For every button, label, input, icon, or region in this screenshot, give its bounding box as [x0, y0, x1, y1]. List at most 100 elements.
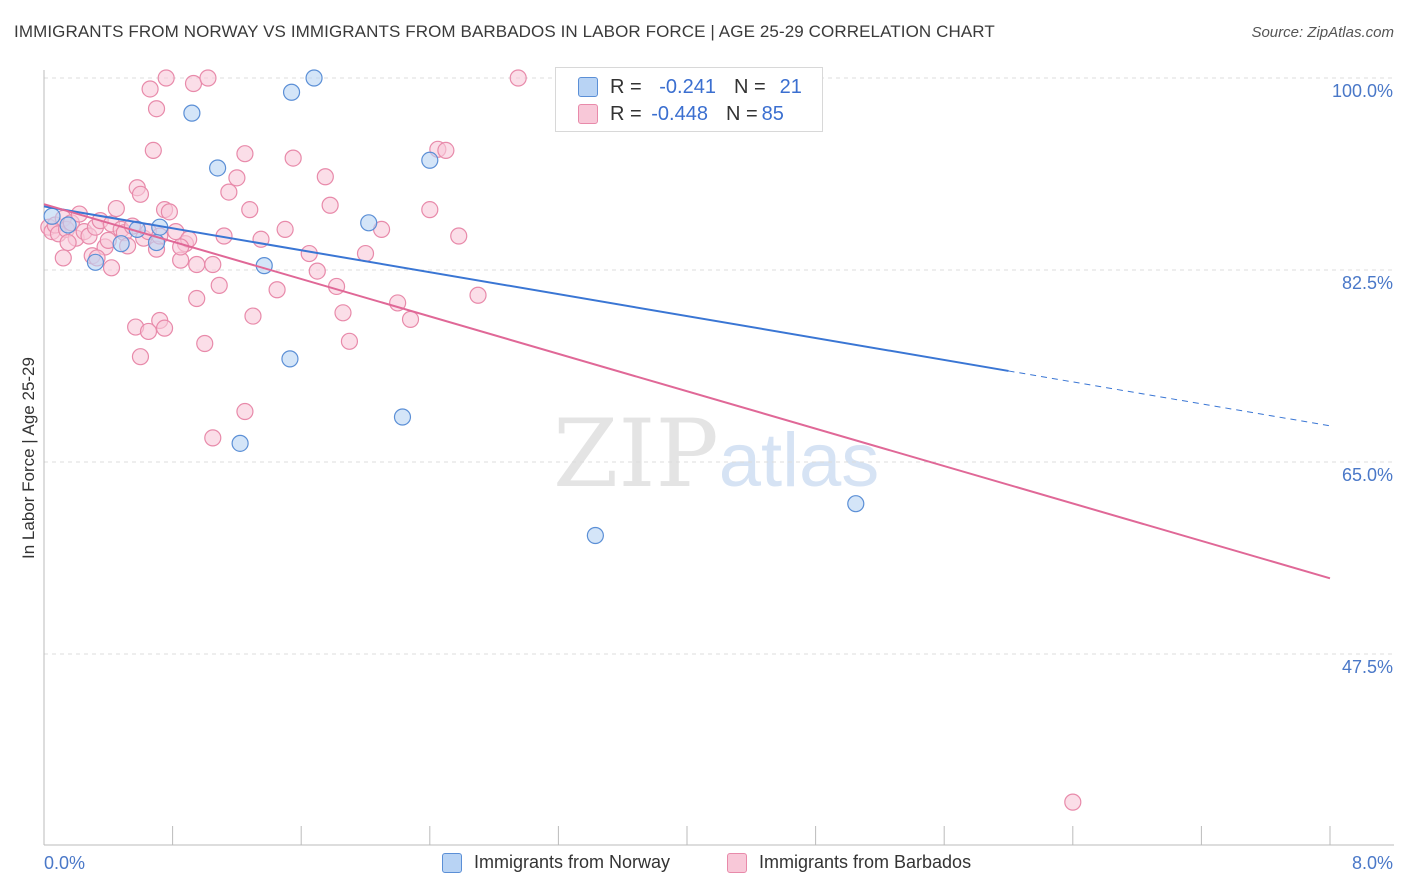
barbados-point	[340, 332, 359, 350]
legend-label-barbados: Immigrants from Barbados	[759, 852, 972, 872]
norway-point	[586, 526, 604, 545]
x-tick-label-min: 0.0%	[44, 853, 85, 873]
barbados-point	[204, 255, 222, 274]
barbados-point	[509, 69, 527, 87]
barbados-point	[141, 80, 159, 98]
barbados-point	[421, 201, 439, 219]
barbados-point	[308, 262, 326, 280]
legend-row-norway: R = -0.241 N = 21	[556, 74, 802, 100]
y-tick-label: 82.5%	[1342, 273, 1393, 293]
barbados-point	[184, 74, 203, 93]
norway-point	[183, 104, 201, 122]
barbados-point	[228, 169, 246, 187]
norway-point	[112, 235, 130, 253]
barbados-point	[147, 100, 166, 118]
norway-point	[231, 434, 249, 452]
trend-lines	[43, 203, 1331, 580]
y-tick-label: 100.0%	[1332, 81, 1393, 101]
barbados-point	[155, 319, 174, 337]
norway-legend-swatch-icon	[442, 852, 462, 873]
barbados-point	[107, 199, 125, 218]
y-axis-label: In Labor Force | Age 25-29	[19, 357, 38, 559]
stats-legend: R = -0.241 N = 21 R = -0.448 N = 85	[555, 67, 823, 132]
barbados-point	[244, 307, 262, 325]
barbados-point	[196, 334, 214, 353]
watermark-atlas: atlas	[718, 418, 880, 503]
barbados-point	[469, 286, 487, 304]
barbados-point	[334, 304, 352, 322]
barbados-point	[59, 233, 77, 252]
barbados-point	[102, 259, 121, 277]
barbados-point	[241, 201, 259, 219]
norway-point	[421, 151, 439, 169]
barbados-swatch-icon	[578, 104, 598, 124]
barbados-point	[276, 220, 294, 239]
norway-point	[847, 495, 865, 513]
legend-row-barbados: R = -0.448 N = 85	[556, 101, 784, 127]
barbados-legend-swatch-icon	[727, 852, 747, 873]
norway-point	[209, 159, 227, 177]
barbados-point	[188, 289, 206, 308]
norway-point	[86, 253, 105, 271]
tick-labels: 47.5% 65.0% 82.5% 100.0% 0.0% 8.0%	[44, 81, 1393, 873]
barbados-point	[401, 310, 420, 328]
barbados-point	[236, 145, 254, 163]
barbados-point	[437, 141, 455, 160]
barbados-point	[1064, 793, 1082, 811]
norway-point	[281, 350, 299, 368]
barbados-point	[54, 249, 72, 267]
barbados-point	[284, 149, 302, 167]
barbados-point	[316, 168, 334, 186]
norway-trend-line	[43, 205, 1009, 372]
barbados-trend-line	[43, 203, 1331, 580]
legend-n-value: 85	[761, 102, 784, 125]
legend-n-label: N =	[733, 75, 766, 98]
norway-point	[43, 207, 61, 225]
barbados-point	[321, 196, 339, 214]
data-points	[40, 69, 1082, 811]
axes	[43, 70, 1394, 846]
legend-r-value: -0.448	[651, 102, 708, 125]
watermark-zip: ZIP	[553, 400, 719, 509]
source-credit: Source: ZipAtlas.com	[1251, 24, 1394, 41]
norway-point	[305, 69, 323, 87]
barbados-point	[327, 277, 346, 296]
barbados-point	[139, 322, 158, 341]
norway-trend-extension	[1008, 370, 1331, 427]
barbados-point	[157, 69, 175, 87]
legend-r-label: R =	[610, 102, 642, 125]
barbados-point	[204, 429, 222, 447]
barbados-point	[268, 281, 286, 299]
barbados-point	[199, 69, 217, 87]
barbados-point	[236, 402, 254, 421]
x-tick-label-max: 8.0%	[1352, 853, 1393, 873]
legend-item-barbados[interactable]: Immigrants from Barbados	[727, 852, 971, 873]
barbados-point	[160, 203, 178, 221]
y-tick-label: 65.0%	[1342, 465, 1393, 485]
barbados-point	[450, 227, 468, 245]
barbados-point	[188, 255, 206, 274]
barbados-point	[131, 348, 150, 366]
watermark: ZIPatlas	[553, 400, 879, 509]
barbados-point	[210, 276, 228, 294]
legend-item-norway[interactable]: Immigrants from Norway	[442, 852, 670, 873]
legend-n-value: 21	[779, 75, 802, 98]
legend-r-label: R =	[610, 75, 642, 98]
norway-point	[360, 214, 378, 232]
barbados-point	[220, 183, 238, 201]
gridlines	[44, 77, 1394, 655]
chart-title: IMMIGRANTS FROM NORWAY VS IMMIGRANTS FRO…	[14, 22, 995, 41]
legend-label-norway: Immigrants from Norway	[474, 852, 671, 872]
barbados-point	[356, 244, 375, 263]
legend-n-label: N =	[725, 102, 758, 125]
series-legend: Immigrants from Norway Immigrants from B…	[0, 852, 1406, 878]
barbados-point	[144, 141, 162, 160]
y-tick-label: 47.5%	[1342, 657, 1393, 677]
barbados-point	[131, 185, 150, 203]
norway-point	[59, 216, 77, 234]
norway-point	[393, 408, 412, 426]
norway-swatch-icon	[578, 77, 598, 97]
norway-point	[282, 83, 301, 101]
legend-r-value: -0.241	[659, 75, 716, 98]
